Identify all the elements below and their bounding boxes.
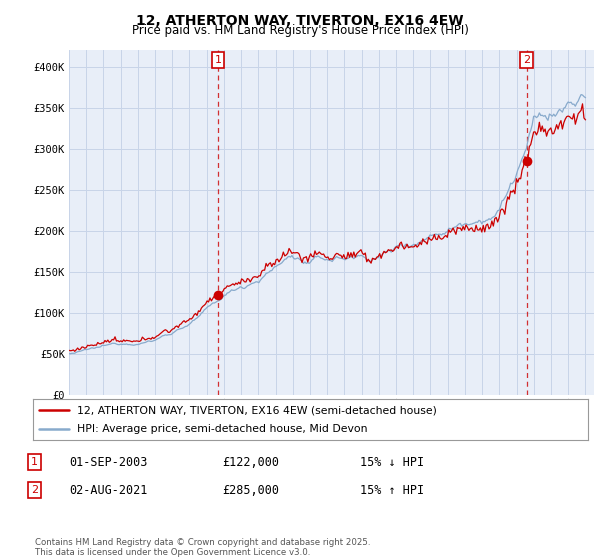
- Text: Price paid vs. HM Land Registry's House Price Index (HPI): Price paid vs. HM Land Registry's House …: [131, 24, 469, 38]
- Text: 01-SEP-2003: 01-SEP-2003: [69, 455, 148, 469]
- Text: 1: 1: [31, 457, 38, 467]
- Text: 12, ATHERTON WAY, TIVERTON, EX16 4EW: 12, ATHERTON WAY, TIVERTON, EX16 4EW: [136, 14, 464, 28]
- Text: Contains HM Land Registry data © Crown copyright and database right 2025.
This d: Contains HM Land Registry data © Crown c…: [35, 538, 370, 557]
- Text: HPI: Average price, semi-detached house, Mid Devon: HPI: Average price, semi-detached house,…: [77, 424, 368, 433]
- Text: 2: 2: [31, 485, 38, 495]
- Text: 12, ATHERTON WAY, TIVERTON, EX16 4EW (semi-detached house): 12, ATHERTON WAY, TIVERTON, EX16 4EW (se…: [77, 405, 437, 415]
- Text: 15% ↓ HPI: 15% ↓ HPI: [360, 455, 424, 469]
- Text: £122,000: £122,000: [222, 455, 279, 469]
- Text: £285,000: £285,000: [222, 483, 279, 497]
- Text: 1: 1: [215, 55, 221, 66]
- Text: 15% ↑ HPI: 15% ↑ HPI: [360, 483, 424, 497]
- Text: 2: 2: [523, 55, 530, 66]
- Text: 02-AUG-2021: 02-AUG-2021: [69, 483, 148, 497]
